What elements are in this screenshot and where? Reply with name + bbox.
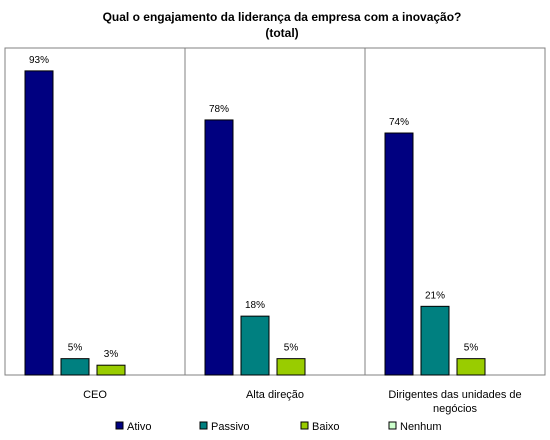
data-label: 3% [104,349,119,360]
legend-swatch [115,421,124,430]
bar [276,358,306,376]
legend-swatch [300,421,309,430]
data-label: 74% [389,117,409,128]
category-label: negócios [433,403,478,415]
legend-swatch [199,421,208,430]
bar [204,119,234,376]
legend-label: Ativo [127,421,151,433]
plot-area: 93% 5% 3% 78% 18% 5% 74% 21% 5% [4,47,546,376]
bar [60,358,90,376]
bar [96,364,126,376]
bar [24,70,54,376]
bar [456,358,486,376]
plot-frame [4,47,546,376]
category-label: Alta direção [246,389,304,401]
legend-label: Passivo [211,421,250,433]
bar [420,305,450,376]
category-labels: CEO Alta direção Dirigentes das unidades d… [83,389,522,415]
category-label: Dirigentes das unidades de [388,389,521,401]
chart-subtitle: (total) [265,26,298,40]
legend-label: Baixo [312,421,340,433]
data-label: 5% [464,343,479,354]
data-label: 18% [245,300,265,311]
data-label: 93% [29,55,49,66]
legend: Ativo Passivo Baixo Nenhum [115,421,442,433]
legend-swatch [388,421,397,430]
chart-title: Qual o engajamento da liderança da empre… [103,10,462,24]
data-label: 78% [209,104,229,115]
bar [240,315,270,376]
data-label: 5% [68,343,83,354]
category-label: CEO [83,389,107,401]
data-label: 21% [425,290,445,301]
bar [384,132,414,376]
legend-label: Nenhum [400,421,442,433]
data-label: 5% [284,343,299,354]
